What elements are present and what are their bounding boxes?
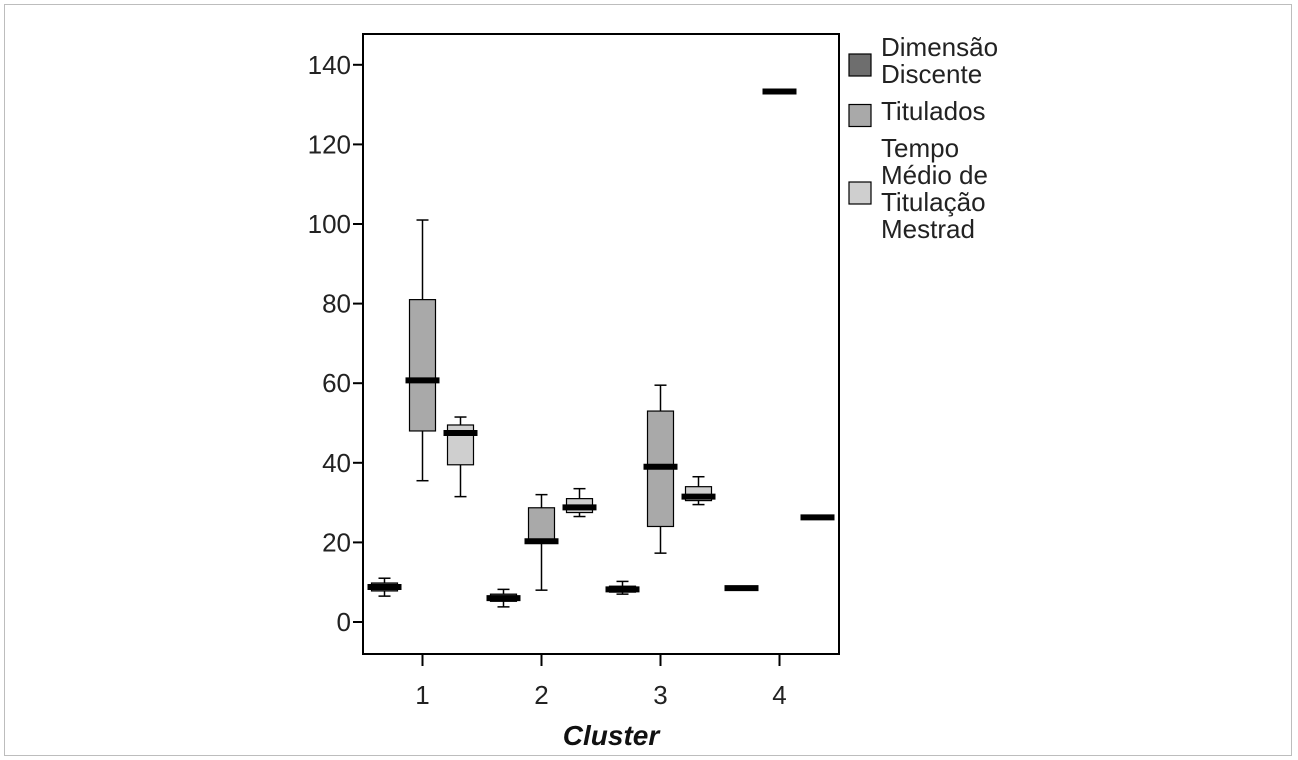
legend-item: Tempo Médio de Titulação Mestrad: [848, 133, 988, 244]
x-axis-title: Cluster: [563, 720, 662, 751]
y-tick-label: 80: [322, 289, 351, 319]
y-tick-label: 100: [308, 209, 351, 239]
box-plot: [681, 475, 716, 506]
x-tick-label: 3: [653, 680, 667, 710]
y-tick-label: 40: [322, 448, 351, 478]
y-tick-label: 20: [322, 527, 351, 557]
legend-item: Dimensão Discente: [848, 32, 998, 89]
figure-frame: [4, 4, 1292, 756]
box-iqr: [408, 299, 437, 432]
x-tick-label: 2: [534, 680, 548, 710]
legend-swatch: [848, 103, 872, 128]
box-plot: [524, 493, 559, 591]
x-tick-label: 1: [415, 680, 429, 710]
box-plot: [643, 384, 678, 554]
legend-label: Tempo Médio de Titulação Mestrad: [881, 133, 988, 244]
box-plot: [367, 577, 402, 597]
legend-swatch: [848, 53, 872, 77]
box-plot: [605, 580, 640, 595]
legend-label: Titulados: [881, 96, 986, 126]
y-axis: 0 20 40 60 80 100 120 140: [308, 50, 363, 637]
plot-area-border: [362, 33, 840, 655]
box-plot: [405, 219, 440, 482]
y-tick-label: 120: [308, 129, 351, 159]
legend: Dimensão Discente Titulados Tempo Médio de Ti…: [848, 32, 998, 244]
y-tick-label: 140: [308, 50, 351, 80]
box-plot: [443, 416, 478, 498]
legend-item: Titulados: [848, 96, 986, 128]
box-iqr: [527, 507, 556, 543]
boxes-layer: [367, 88, 835, 608]
x-tick-label: 4: [772, 680, 786, 710]
y-tick-label: 60: [322, 368, 351, 398]
legend-swatch: [848, 181, 872, 205]
legend-label: Dimensão Discente: [881, 32, 998, 89]
box-plot: [486, 588, 521, 608]
y-tick-label: 0: [337, 607, 351, 637]
x-axis: 1 2 3 4: [415, 654, 787, 710]
box-plot: [562, 487, 597, 518]
